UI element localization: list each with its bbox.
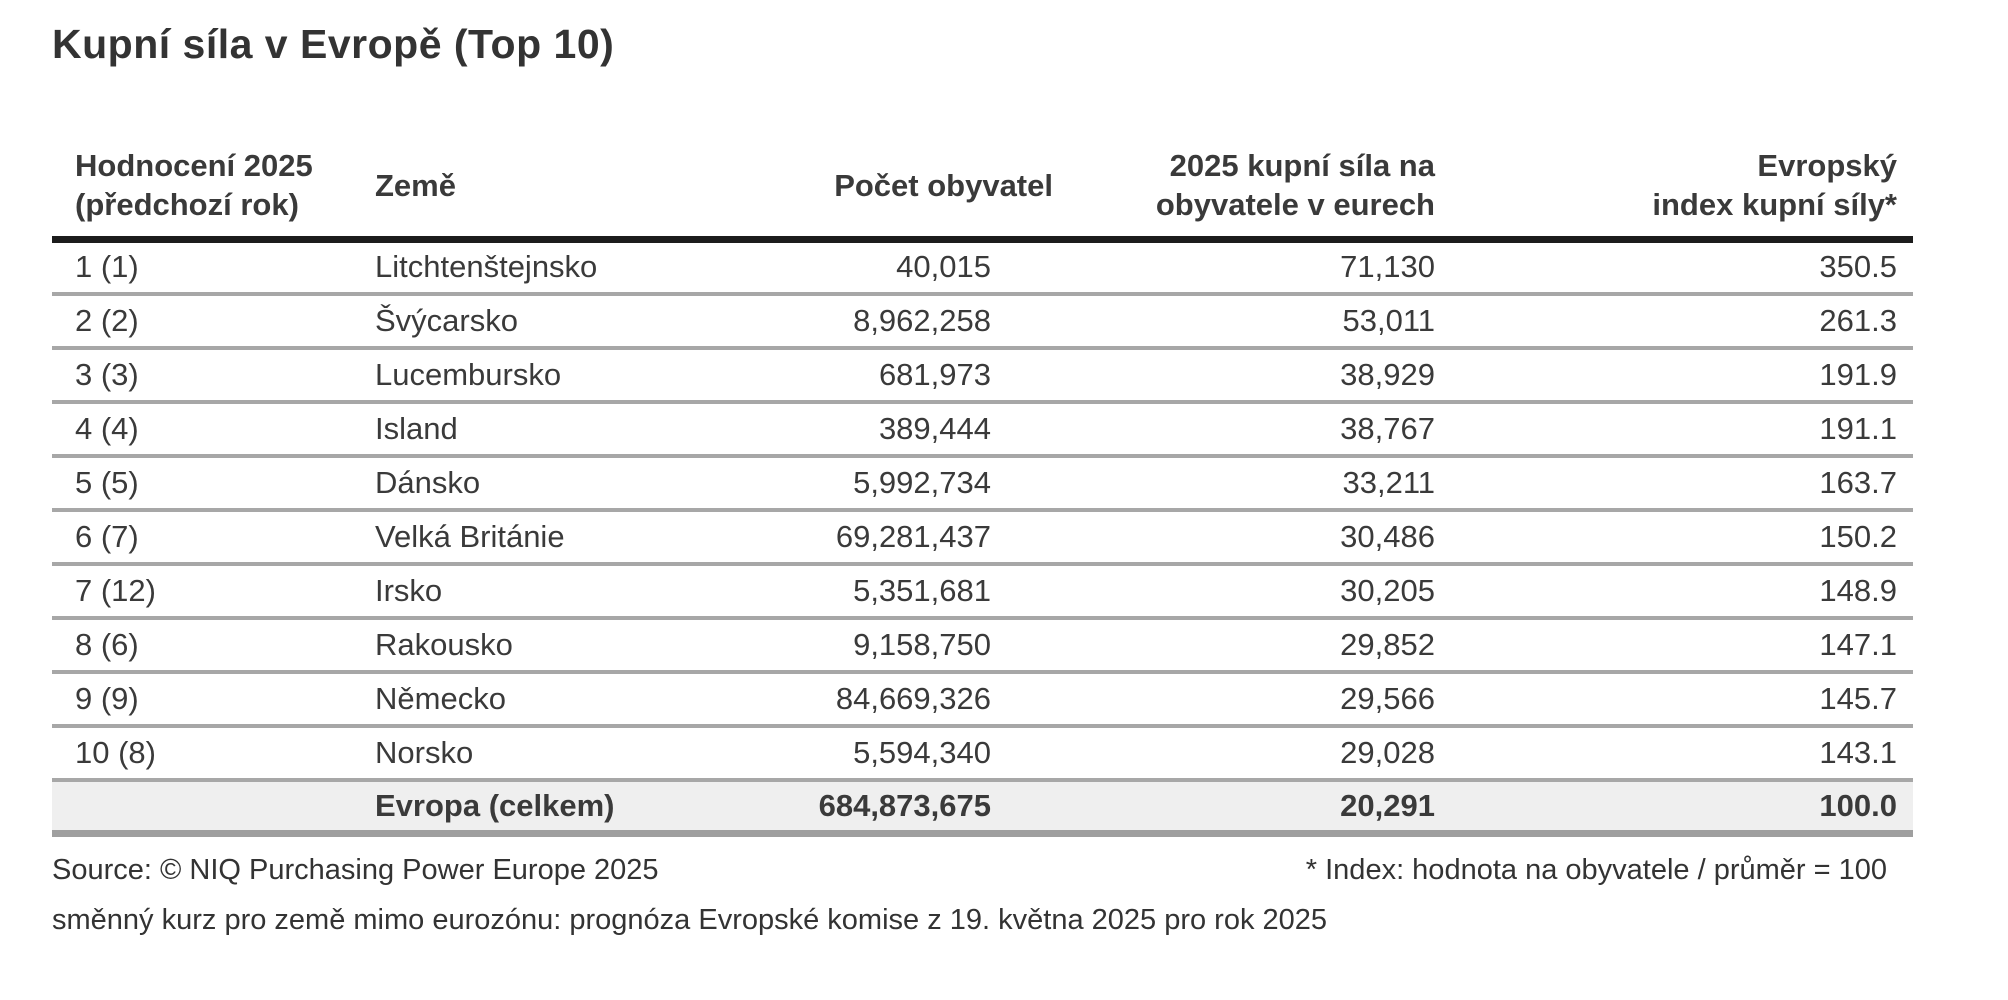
column-header-country: Země [375,167,456,203]
rank-cell: 9 (9) [75,680,139,716]
index-cell: 150.2 [1819,518,1897,554]
index-cell: 191.9 [1819,356,1897,392]
column-header-purchasing-power: 2025 kupní síla na obyvatele v eurech [1155,148,1435,222]
population-cell: 5,992,734 [853,464,991,500]
power-cell: 20,291 [1340,787,1435,823]
source-note: Source: © NIQ Purchasing Power Europe 20… [52,854,659,886]
rank-cell: 7 (12) [75,572,156,608]
country-cell: Norsko [375,734,474,770]
table-row: 10 (8) Norsko 5,594,340 29,028 143.1 [52,725,1913,780]
index-cell: 145.7 [1819,680,1897,716]
rank-cell: 5 (5) [75,464,139,500]
index-cell: 143.1 [1819,734,1897,770]
index-cell: 163.7 [1819,464,1897,500]
population-cell: 8,962,258 [853,302,991,338]
table-row: 8 (6) Rakousko 9,158,750 29,852 147.1 [52,617,1913,672]
power-cell: 30,205 [1340,572,1435,608]
country-cell: Velká Británie [375,518,565,554]
table-header-row: Hodnocení 2025 (předchozí rok) Země Poče… [52,146,1913,240]
population-cell: 389,444 [878,410,991,446]
power-cell: 71,130 [1340,249,1435,285]
index-cell: 100.0 [1819,787,1897,823]
table-total-row: Evropa (celkem) 684,873,675 20,291 100.0 [52,779,1913,834]
power-cell: 30,486 [1340,518,1435,554]
power-cell: 38,929 [1340,356,1435,392]
table-row: 2 (2) Švýcarsko 8,962,258 53,011 261.3 [52,293,1913,348]
country-cell: Island [375,410,458,446]
column-header-index: Evropský index kupní síly* [1652,148,1897,222]
power-cell: 29,852 [1340,626,1435,662]
rank-cell: 10 (8) [75,734,156,770]
index-cell: 350.5 [1819,249,1897,285]
table-row: 7 (12) Irsko 5,351,681 30,205 148.9 [52,563,1913,618]
rank-cell [52,780,375,834]
power-cell: 29,028 [1340,734,1435,770]
country-cell: Německo [375,680,506,716]
rank-cell: 8 (6) [75,626,139,662]
population-cell: 40,015 [896,249,991,285]
table-body: 1 (1) Litchtenštejnsko 40,015 71,130 350… [52,240,1913,834]
population-cell: 84,669,326 [835,680,991,716]
footer-row: Source: © NIQ Purchasing Power Europe 20… [52,853,1913,888]
population-cell: 684,873,675 [818,787,991,823]
power-cell: 29,566 [1340,680,1435,716]
table-row: 4 (4) Island 389,444 38,767 191.1 [52,401,1913,456]
exchange-rate-note: směnný kurz pro země mimo eurozónu: prog… [52,904,1328,936]
purchasing-power-table: Hodnocení 2025 (předchozí rok) Země Poče… [52,146,1913,837]
population-cell: 5,351,681 [853,572,991,608]
population-cell: 681,973 [878,356,991,392]
country-cell: Evropa (celkem) [375,787,615,823]
column-header-rank: Hodnocení 2025 (předchozí rok) [75,148,313,222]
table-row: 9 (9) Německo 84,669,326 29,566 145.7 [52,671,1913,726]
rank-cell: 2 (2) [75,302,139,338]
country-cell: Dánsko [375,464,481,500]
population-cell: 9,158,750 [853,626,991,662]
index-cell: 191.1 [1819,410,1897,446]
population-cell: 69,281,437 [835,518,991,554]
rank-cell: 1 (1) [75,249,139,285]
index-cell: 148.9 [1819,572,1897,608]
rank-cell: 4 (4) [75,410,139,446]
power-cell: 53,011 [1342,302,1435,338]
table-header: Hodnocení 2025 (předchozí rok) Země Poče… [52,146,1913,240]
footer: Source: © NIQ Purchasing Power Europe 20… [52,853,1913,938]
power-cell: 33,211 [1342,464,1435,500]
power-cell: 38,767 [1340,410,1435,446]
country-cell: Lucembursko [375,356,562,392]
population-cell: 5,594,340 [853,734,991,770]
table-row: 6 (7) Velká Británie 69,281,437 30,486 1… [52,509,1913,564]
country-cell: Rakousko [375,626,513,662]
rank-cell: 3 (3) [75,356,139,392]
table-row: 1 (1) Litchtenštejnsko 40,015 71,130 350… [52,240,1913,294]
index-footnote: * Index: hodnota na obyvatele / průměr =… [1305,854,1887,886]
country-cell: Litchtenštejnsko [375,249,598,285]
index-cell: 147.1 [1819,626,1897,662]
country-cell: Irsko [375,572,443,608]
rank-cell: 6 (7) [75,518,139,554]
page-title: Kupní síla v Evropě (Top 10) [52,21,615,67]
column-header-population: Počet obyvatel [834,167,1053,203]
index-cell: 261.3 [1819,302,1897,338]
table-row: 3 (3) Lucembursko 681,973 38,929 191.9 [52,347,1913,402]
table-row: 5 (5) Dánsko 5,992,734 33,211 163.7 [52,455,1913,510]
country-cell: Švýcarsko [375,302,518,338]
